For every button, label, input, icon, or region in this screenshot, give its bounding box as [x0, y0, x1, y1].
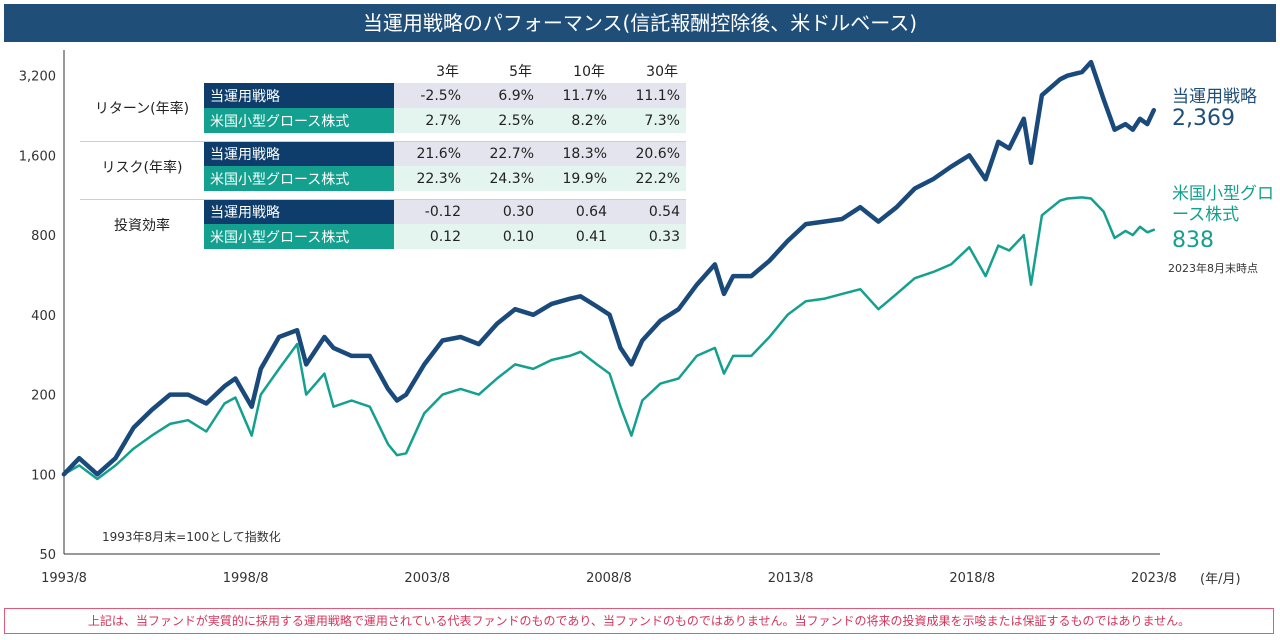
y-tick-label: 1,600 — [19, 149, 56, 164]
table-row: リターン(年率) 当運用戦略 -2.5% 6.9% 11.7% 11.1% — [80, 83, 686, 133]
benchmark-end-value: 838 — [1172, 228, 1214, 253]
chart-title: 当運用戦略のパフォーマンス(信託報酬控除後、米ドルベース) — [4, 4, 1276, 42]
y-tick-label: 200 — [31, 389, 56, 404]
table-separator — [80, 191, 686, 199]
header-10y: 10年 — [573, 63, 605, 80]
row-label: 当運用戦略 — [204, 83, 394, 108]
cell: 0.41 — [540, 224, 613, 249]
cell: 19.9% — [540, 166, 613, 191]
strategy-end-value: 2,369 — [1172, 106, 1235, 131]
cell: 22.3% — [394, 166, 467, 191]
base-note: 1993年8月末=100として指数化 — [102, 530, 281, 544]
group-risk: リスク(年率) — [80, 141, 204, 191]
header-5y: 5年 — [509, 63, 532, 80]
y-tick-label: 100 — [31, 468, 56, 483]
cell: 0.30 — [467, 199, 540, 224]
cell: 20.6% — [613, 141, 686, 166]
cell: 11.7% — [540, 83, 613, 108]
y-tick-label: 400 — [31, 309, 56, 324]
table-separator — [80, 133, 686, 141]
x-tick-label: 1998/8 — [223, 571, 269, 586]
x-tick-label: 2018/8 — [949, 571, 995, 586]
row-label: 当運用戦略 — [204, 199, 394, 224]
table-row: 米国小型グロース株式 0.12 0.10 0.41 0.33 — [80, 224, 686, 249]
cell: -2.5% — [394, 83, 467, 108]
cell: 2.5% — [467, 108, 540, 133]
header-3y: 3年 — [436, 63, 459, 80]
row-label: 米国小型グロース株式 — [204, 108, 394, 133]
performance-table: 3年 5年 10年 30年 リターン(年率) 当運用戦略 -2.5% 6.9% … — [80, 58, 686, 249]
x-tick-label: 2023/8 — [1131, 571, 1177, 586]
cell: 0.10 — [467, 224, 540, 249]
end-date-note: 2023年8月末時点 — [1168, 262, 1258, 275]
cell: 22.2% — [613, 166, 686, 191]
cell: 0.64 — [540, 199, 613, 224]
cell: 18.3% — [540, 141, 613, 166]
cell: -0.12 — [394, 199, 467, 224]
y-axis: 50 100 200 400 800 1,600 3,200 — [19, 50, 65, 563]
series-layer — [61, 59, 1157, 481]
row-label: 米国小型グロース株式 — [204, 166, 394, 191]
row-label: 当運用戦略 — [204, 141, 394, 166]
cell: 21.6% — [394, 141, 467, 166]
x-tick-label: 1993/8 — [41, 571, 87, 586]
cell: 22.7% — [467, 141, 540, 166]
benchmark-series-line — [62, 196, 1156, 481]
cell: 24.3% — [467, 166, 540, 191]
x-axis: 1993/8 1998/8 2003/8 2008/8 2013/8 2018/8 2023… — [41, 553, 1177, 586]
cell: 0.54 — [613, 199, 686, 224]
header-30y: 30年 — [646, 63, 678, 80]
disclaimer: 上記は、当ファンドが実質的に採用する運用戦略で運用されている代表ファンドのもので… — [4, 608, 1274, 634]
group-efficiency: 投資効率 — [80, 199, 204, 249]
y-tick-label: 50 — [39, 548, 56, 563]
table-row: 米国小型グロース株式 22.3% 24.3% 19.9% 22.2% — [80, 166, 686, 191]
group-return: リターン(年率) — [80, 83, 204, 133]
y-tick-label: 800 — [31, 229, 56, 244]
cell: 0.33 — [613, 224, 686, 249]
strategy-series-line — [61, 59, 1157, 477]
cell: 2.7% — [394, 108, 467, 133]
cell: 6.9% — [467, 83, 540, 108]
cell: 7.3% — [613, 108, 686, 133]
table-row: 米国小型グロース株式 2.7% 2.5% 8.2% 7.3% — [80, 108, 686, 133]
cell: 8.2% — [540, 108, 613, 133]
table-row: 投資効率 当運用戦略 -0.12 0.30 0.64 0.54 — [80, 199, 686, 249]
benchmark-end-label: 米国小型グロース株式 — [1172, 184, 1274, 225]
table-header-row: 3年 5年 10年 30年 — [80, 58, 686, 83]
x-tick-label: 2008/8 — [586, 571, 632, 586]
table-row: リスク(年率) 当運用戦略 21.6% 22.7% 18.3% 20.6% — [80, 141, 686, 191]
y-tick-label: 3,200 — [19, 70, 56, 85]
row-label: 米国小型グロース株式 — [204, 224, 394, 249]
x-tick-label: 2003/8 — [404, 571, 450, 586]
strategy-end-label: 当運用戦略 — [1172, 87, 1257, 107]
cell: 0.12 — [394, 224, 467, 249]
cell: 11.1% — [613, 83, 686, 108]
x-tick-label: 2013/8 — [768, 571, 814, 586]
x-axis-unit: (年/月) — [1200, 572, 1241, 587]
